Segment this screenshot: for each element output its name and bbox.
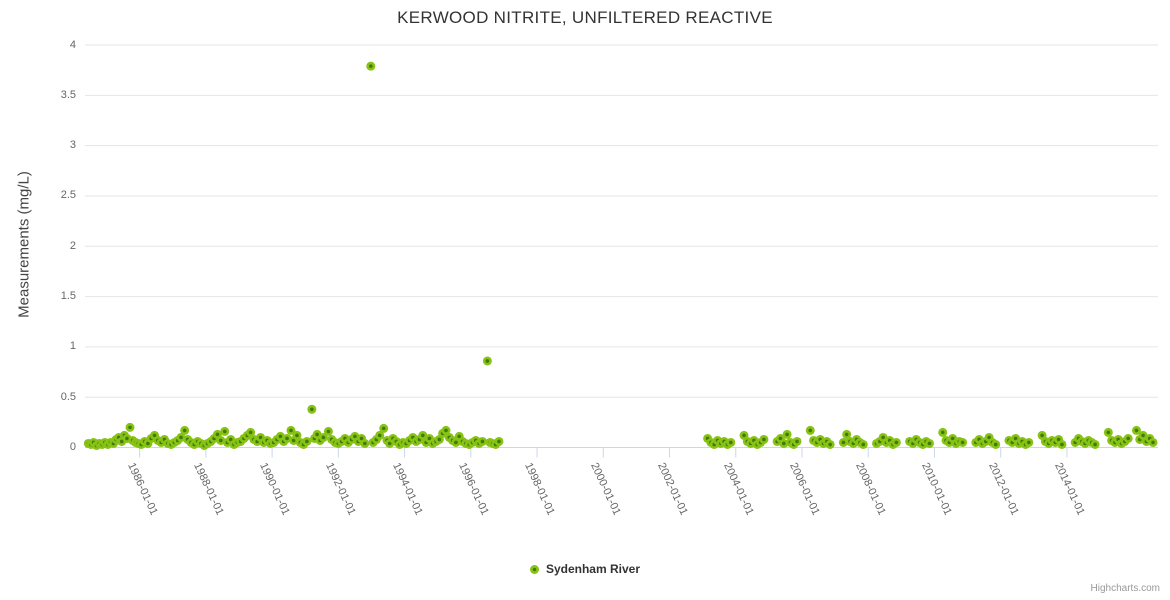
y-tick-label: 1 [69,340,76,353]
data-point[interactable] [958,437,968,447]
data-point[interactable] [180,425,190,435]
y-tick-label: 1.5 [60,290,76,303]
y-tick-label: 0.5 [60,390,76,403]
data-point[interactable] [726,437,736,447]
y-tick-label: 4 [69,38,76,51]
data-point[interactable] [125,422,135,432]
data-point[interactable] [759,434,769,444]
data-point[interactable] [1057,439,1067,449]
data-point[interactable] [360,438,370,448]
data-point[interactable] [477,436,487,446]
data-point[interactable] [991,439,1001,449]
data-point[interactable] [318,432,328,442]
chart-title: KERWOOD NITRITE, UNFILTERED REACTIVE [397,8,773,27]
data-point[interactable] [220,426,230,436]
legend-marker-icon [529,564,539,574]
highcharts-credits-link[interactable]: Highcharts.com [1090,583,1160,594]
data-point[interactable] [792,436,802,446]
legend-label: Sydenham River [545,562,641,576]
data-point[interactable] [307,404,317,414]
data-point[interactable] [302,436,312,446]
data-point[interactable] [825,439,835,449]
data-point[interactable] [482,356,492,366]
data-point[interactable] [366,61,376,71]
data-point[interactable] [1024,437,1034,447]
data-point[interactable] [441,425,451,435]
data-point[interactable] [286,425,296,435]
data-point[interactable] [1148,437,1158,447]
data-point[interactable] [1103,427,1113,437]
data-point[interactable] [494,436,504,446]
data-point[interactable] [842,429,852,439]
y-tick-label: 0 [69,441,76,453]
data-point[interactable] [1131,425,1141,435]
data-point[interactable] [805,425,815,435]
data-point[interactable] [891,437,901,447]
y-tick-label: 3 [69,139,76,152]
data-point[interactable] [1123,433,1133,443]
data-point[interactable] [782,429,792,439]
legend-item-sydenham-river[interactable]: Sydenham River [0,562,1170,576]
y-tick-label: 2 [69,239,76,252]
data-point[interactable] [779,438,789,448]
data-point[interactable] [1090,439,1100,449]
data-point[interactable] [323,426,333,436]
data-point[interactable] [838,437,848,447]
data-point[interactable] [858,439,868,449]
data-point[interactable] [924,438,934,448]
data-point[interactable] [379,423,389,433]
data-point[interactable] [292,430,302,440]
data-point[interactable] [938,427,948,437]
data-point[interactable] [246,427,256,437]
y-tick-label: 2.5 [60,189,76,202]
y-tick-label: 3.5 [60,88,76,101]
data-point[interactable] [375,430,385,440]
